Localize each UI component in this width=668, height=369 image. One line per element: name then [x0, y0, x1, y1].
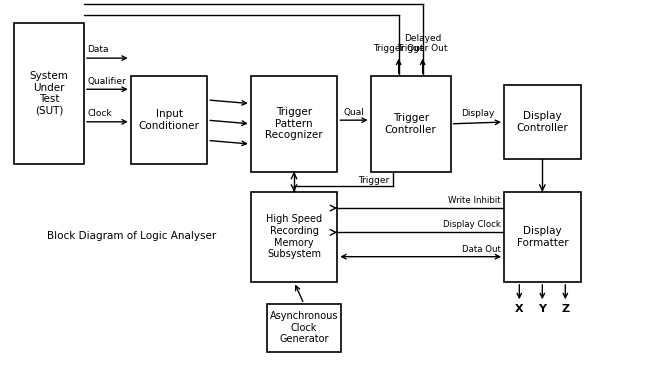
- Text: Y: Y: [538, 304, 546, 314]
- Text: Trigger Out: Trigger Out: [373, 44, 424, 53]
- Text: High Speed
Recording
Memory
Subsystem: High Speed Recording Memory Subsystem: [266, 214, 322, 259]
- Bar: [14, 23, 84, 164]
- Text: Display
Formatter: Display Formatter: [516, 226, 568, 248]
- Text: Display: Display: [461, 109, 494, 118]
- Text: Z: Z: [561, 304, 569, 314]
- Bar: [504, 85, 580, 159]
- Text: Data Out: Data Out: [462, 245, 500, 254]
- Text: Block Diagram of Logic Analyser: Block Diagram of Logic Analyser: [47, 231, 216, 241]
- Bar: [131, 76, 207, 164]
- Text: Data: Data: [88, 45, 109, 55]
- Bar: [267, 304, 341, 352]
- Text: Clock: Clock: [88, 109, 112, 118]
- Text: X: X: [515, 304, 524, 314]
- Text: Trigger
Controller: Trigger Controller: [385, 113, 436, 135]
- Text: Asynchronous
Clock
Generator: Asynchronous Clock Generator: [270, 311, 338, 345]
- Text: Display
Controller: Display Controller: [516, 111, 568, 133]
- Text: Delayed
Trigger Out: Delayed Trigger Out: [397, 34, 448, 53]
- Bar: [371, 76, 451, 172]
- Text: Input
Conditioner: Input Conditioner: [138, 109, 200, 131]
- Text: Qualifier: Qualifier: [88, 77, 126, 86]
- Bar: [250, 76, 337, 172]
- Bar: [250, 192, 337, 282]
- Bar: [504, 192, 580, 282]
- Text: Trigger
Pattern
Recognizer: Trigger Pattern Recognizer: [265, 107, 323, 141]
- Text: System
Under
Test
(SUT): System Under Test (SUT): [29, 71, 68, 116]
- Text: Write Inhibit: Write Inhibit: [448, 196, 500, 205]
- Text: Display Clock: Display Clock: [443, 220, 500, 230]
- Text: Qual: Qual: [343, 108, 365, 117]
- Text: Trigger: Trigger: [359, 176, 389, 184]
